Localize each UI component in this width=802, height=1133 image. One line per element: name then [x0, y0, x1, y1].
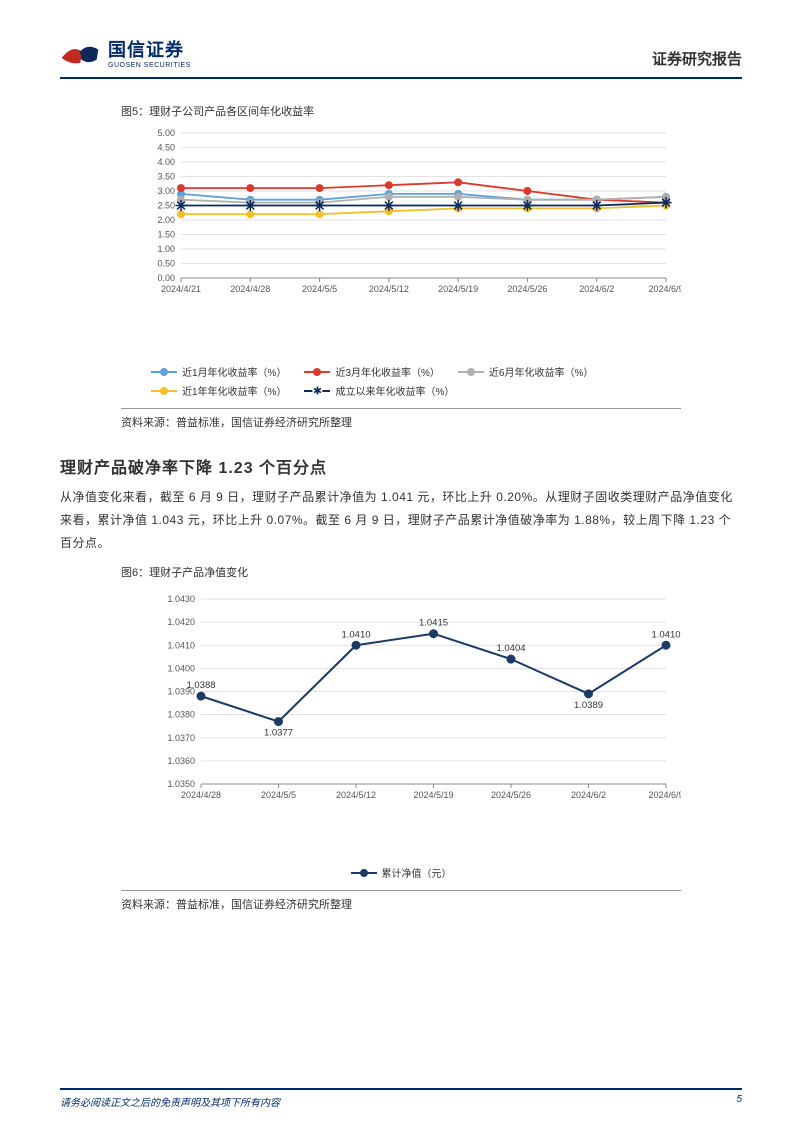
svg-text:1.0410: 1.0410	[651, 630, 680, 641]
svg-text:1.0377: 1.0377	[264, 728, 293, 739]
svg-text:2024/4/28: 2024/4/28	[230, 284, 270, 294]
legend-item: 近3月年化收益率（%）	[304, 364, 439, 379]
svg-text:1.0370: 1.0370	[167, 733, 195, 743]
legend-item: 近1月年化收益率（%）	[151, 364, 286, 379]
svg-text:2024/5/12: 2024/5/12	[336, 790, 376, 800]
svg-text:5.00: 5.00	[157, 128, 175, 138]
svg-text:2024/6/9: 2024/6/9	[648, 284, 681, 294]
svg-text:1.0420: 1.0420	[167, 618, 195, 628]
svg-text:2024/6/2: 2024/6/2	[579, 284, 614, 294]
svg-text:2024/5/19: 2024/5/19	[438, 284, 478, 294]
section-paragraph: 从净值变化来看，截至 6 月 9 日，理财子产品累计净值为 1.041 元，环比…	[60, 486, 742, 554]
fig6-source: 资料来源：普益标准，国信证券经济研究所整理	[121, 890, 681, 912]
header-title: 证券研究报告	[652, 48, 742, 69]
legend-label: 成立以来年化收益率（%）	[335, 383, 454, 398]
legend-label: 累计净值（元）	[382, 865, 452, 880]
svg-text:2024/4/28: 2024/4/28	[181, 790, 221, 800]
svg-text:1.0350: 1.0350	[167, 779, 195, 789]
page: 国信证券 GUOSEN SECURITIES 证券研究报告 图5：理财子公司产品…	[0, 0, 802, 1133]
svg-text:0.50: 0.50	[157, 259, 175, 269]
legend-item: ✱成立以来年化收益率（%）	[304, 383, 454, 398]
legend-item: 近6月年化收益率（%）	[458, 364, 593, 379]
chart-6-legend: 累计净值（元）	[121, 859, 681, 886]
svg-text:2024/5/5: 2024/5/5	[261, 790, 296, 800]
chart-5-legend: 近1月年化收益率（%） 近3月年化收益率（%） 近6月年化收益率（%） 近1年年化收益…	[121, 358, 681, 404]
svg-text:1.0430: 1.0430	[167, 594, 195, 604]
logo-icon	[60, 39, 100, 67]
svg-text:1.0415: 1.0415	[419, 618, 448, 629]
section-title: 理财产品破净率下降 1.23 个百分点	[60, 454, 742, 478]
legend-item: 累计净值（元）	[351, 865, 452, 880]
svg-text:1.0380: 1.0380	[167, 710, 195, 720]
fig6-title: 图6：理财子产品净值变化	[121, 564, 681, 580]
svg-text:2024/5/26: 2024/5/26	[491, 790, 531, 800]
svg-text:1.0389: 1.0389	[574, 700, 603, 711]
svg-text:2024/6/2: 2024/6/2	[571, 790, 606, 800]
svg-text:3.50: 3.50	[157, 172, 175, 182]
page-number: 5	[736, 1094, 742, 1109]
header: 国信证券 GUOSEN SECURITIES 证券研究报告	[60, 36, 742, 79]
svg-text:2.00: 2.00	[157, 215, 175, 225]
svg-text:4.00: 4.00	[157, 157, 175, 167]
fig5-title: 图5：理财子公司产品各区间年化收益率	[121, 103, 681, 119]
svg-text:2.50: 2.50	[157, 201, 175, 211]
svg-text:1.0400: 1.0400	[167, 664, 195, 674]
svg-text:1.0360: 1.0360	[167, 756, 195, 766]
svg-text:2024/5/26: 2024/5/26	[507, 284, 547, 294]
svg-text:0.00: 0.00	[157, 273, 175, 283]
svg-text:1.00: 1.00	[157, 244, 175, 254]
figure-6: 图6：理财子产品净值变化 1.0350 1.0360 1.0370 1.0380 1.0…	[121, 564, 681, 886]
chart-5-svg: 0.00 0.50 1.00 1.50 2.00 2.50 3.00 3.50 4.00 4.50…	[121, 123, 681, 353]
fig5-source: 资料来源：普益标准，国信证券经济研究所整理	[121, 408, 681, 430]
svg-text:4.50: 4.50	[157, 143, 175, 153]
svg-text:2024/5/5: 2024/5/5	[302, 284, 337, 294]
logo-en: GUOSEN SECURITIES	[108, 62, 191, 69]
logo-cn: 国信证券	[108, 36, 191, 62]
svg-text:2024/6/9: 2024/6/9	[648, 790, 681, 800]
legend-label: 近1年年化收益率（%）	[182, 383, 286, 398]
svg-text:1.0410: 1.0410	[167, 641, 195, 651]
logo-block: 国信证券 GUOSEN SECURITIES	[60, 36, 191, 69]
footer: 请务必阅读正文之后的免责声明及其项下所有内容 5	[60, 1088, 742, 1109]
svg-text:1.0404: 1.0404	[496, 644, 525, 655]
svg-text:1.50: 1.50	[157, 230, 175, 240]
svg-text:1.0410: 1.0410	[341, 630, 370, 641]
legend-item: 近1年年化收益率（%）	[151, 383, 286, 398]
svg-text:1.0388: 1.0388	[186, 681, 215, 692]
svg-text:3.00: 3.00	[157, 186, 175, 196]
svg-text:2024/5/19: 2024/5/19	[413, 790, 453, 800]
legend-label: 近1月年化收益率（%）	[182, 364, 286, 379]
svg-text:2024/4/21: 2024/4/21	[161, 284, 201, 294]
footer-disclaimer: 请务必阅读正文之后的免责声明及其项下所有内容	[60, 1094, 280, 1109]
svg-text:2024/5/12: 2024/5/12	[369, 284, 409, 294]
figure-5: 图5：理财子公司产品各区间年化收益率 0.00 0.50 1.00 1.50 2.00 2…	[121, 103, 681, 404]
chart-6-svg: 1.03501.03601.03701.03801.03901.04001.04…	[121, 584, 681, 854]
legend-label: 近6月年化收益率（%）	[489, 364, 593, 379]
legend-label: 近3月年化收益率（%）	[335, 364, 439, 379]
logo-text: 国信证券 GUOSEN SECURITIES	[108, 36, 191, 69]
